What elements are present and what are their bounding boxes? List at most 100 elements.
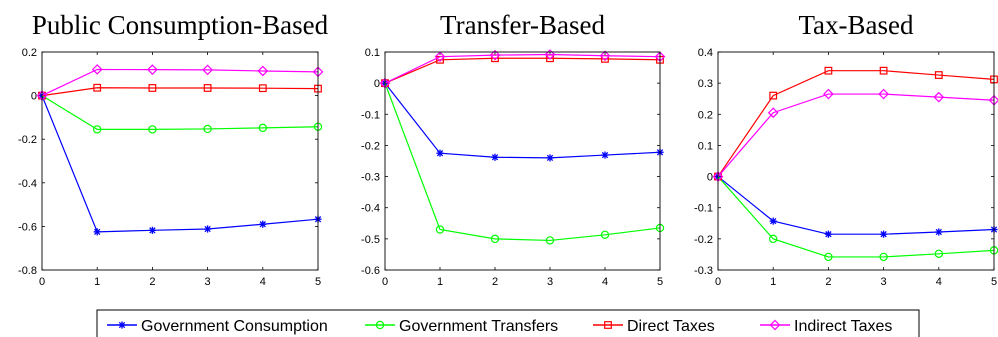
data-point-government-transfers xyxy=(879,252,888,262)
data-point-direct-taxes xyxy=(769,91,778,100)
x-tick-label: 2 xyxy=(149,276,155,288)
y-tick-label: -0.3 xyxy=(361,172,380,184)
data-point-direct-taxes xyxy=(203,84,212,92)
legend-marker-asterisk xyxy=(118,321,126,329)
data-point-direct-taxes xyxy=(824,66,833,75)
data-point-government-transfers xyxy=(148,125,157,134)
legend-label: Government Consumption xyxy=(141,318,328,335)
chart-title: Tax-Based xyxy=(798,10,914,40)
y-tick-label: 0 xyxy=(374,78,380,90)
series-line-direct-taxes xyxy=(384,57,661,84)
legend-label: Government Transfers xyxy=(399,318,558,335)
series-line-government-consumption xyxy=(384,82,661,159)
axes-frame xyxy=(384,51,661,271)
x-tick-label: 1 xyxy=(770,276,776,288)
series-line-direct-taxes xyxy=(717,70,995,177)
data-point-indirect-taxes xyxy=(767,107,779,119)
plot-area xyxy=(42,52,318,270)
data-point-government-transfers xyxy=(824,252,833,262)
data-point-government-consumption xyxy=(148,226,156,234)
data-point-government-transfers xyxy=(258,123,267,133)
y-tick-label: 0.3 xyxy=(698,78,713,90)
y-tick-label: -0.2 xyxy=(18,134,37,146)
data-point-government-consumption xyxy=(824,230,832,238)
y-tick-label: 0.4 xyxy=(698,47,713,59)
chart-panel-2: Transfer-Based 0 1 2 3 4 5 -0.6 -0.5 -0.4 -0.3 -0.2… xyxy=(361,10,666,288)
data-point-indirect-taxes xyxy=(434,51,446,63)
data-point-government-consumption xyxy=(546,154,554,162)
y-tick-label: -0.6 xyxy=(18,221,37,233)
data-point-direct-taxes xyxy=(93,83,102,92)
data-point-indirect-taxes xyxy=(933,91,945,103)
data-point-government-consumption xyxy=(204,225,212,233)
chart-panel-3: Tax-Based 0 1 2 3 4 5 -0.3 -0.2 -0.1 0 0.1 0.2 0.3 0.4 xyxy=(694,10,998,288)
y-tick-label: 0.1 xyxy=(365,47,380,59)
data-point-indirect-taxes xyxy=(823,88,834,100)
series-line-indirect-taxes xyxy=(717,93,995,177)
legend-item-direct-taxes: Direct Taxes xyxy=(593,318,715,335)
x-tick-label: 4 xyxy=(936,276,942,288)
series-line-government-consumption xyxy=(41,95,319,233)
legend: Government Consumption Government Transfe… xyxy=(96,309,920,337)
chart-panels: Public Consumption-Based 0 1 2 3 4 5 -0.8 -0.6 -0… xyxy=(18,10,998,288)
y-tick-label: -0.2 xyxy=(694,234,713,246)
data-point-government-transfers xyxy=(769,234,778,244)
data-point-government-consumption xyxy=(935,228,943,236)
data-point-government-consumption xyxy=(880,230,888,238)
series-line-government-transfers xyxy=(41,95,319,130)
data-point-indirect-taxes xyxy=(147,64,158,76)
series-line-direct-taxes xyxy=(41,87,319,97)
legend-label: Indirect Taxes xyxy=(794,318,892,335)
data-point-government-transfers xyxy=(203,124,212,134)
axes-frame xyxy=(717,51,995,271)
data-point-government-consumption xyxy=(769,217,777,225)
series-line-indirect-taxes xyxy=(41,68,319,97)
series-line-government-transfers xyxy=(717,176,995,258)
y-tick-label: -0.2 xyxy=(361,140,380,152)
data-point-government-transfers xyxy=(600,230,610,240)
x-tick-label: 0 xyxy=(39,276,45,288)
data-point-indirect-taxes xyxy=(91,64,103,75)
y-tick-label: -0.1 xyxy=(694,203,713,215)
legend-item-government-consumption: Government Consumption xyxy=(107,318,328,335)
data-point-direct-taxes xyxy=(879,66,888,75)
x-tick-label: 2 xyxy=(492,276,498,288)
x-tick-label: 3 xyxy=(881,276,887,288)
data-point-government-consumption xyxy=(491,153,499,161)
y-tick-label: -0.3 xyxy=(694,265,713,277)
data-point-government-transfers xyxy=(934,249,944,259)
data-point-government-transfers xyxy=(545,236,555,245)
legend-item-indirect-taxes: Indirect Taxes xyxy=(760,318,892,335)
legend-label: Direct Taxes xyxy=(627,318,715,335)
data-point-government-transfers xyxy=(92,125,102,134)
x-tick-label: 3 xyxy=(205,276,211,288)
y-tick-label: 0.2 xyxy=(698,109,713,121)
x-tick-label: 0 xyxy=(382,276,388,288)
x-tick-label: 1 xyxy=(437,276,443,288)
y-tick-label: 0.2 xyxy=(22,47,37,59)
legend-item-government-transfers: Government Transfers xyxy=(365,318,558,335)
x-tick-label: 1 xyxy=(94,276,100,288)
data-point-direct-taxes xyxy=(258,84,267,93)
data-point-indirect-taxes xyxy=(257,65,269,77)
y-tick-label: -0.8 xyxy=(18,265,37,277)
data-point-indirect-taxes xyxy=(202,64,213,76)
chart-panel-1: Public Consumption-Based 0 1 2 3 4 5 -0.8 -0.6 -0… xyxy=(18,10,329,288)
chart-title: Public Consumption-Based xyxy=(32,10,329,40)
x-tick-label: 4 xyxy=(602,276,608,288)
y-tick-label: -0.6 xyxy=(361,265,380,277)
data-point-government-consumption xyxy=(601,151,609,159)
y-tick-label: -0.1 xyxy=(361,109,380,121)
chart-title: Transfer-Based xyxy=(440,10,605,40)
x-tick-label: 2 xyxy=(825,276,831,288)
y-tick-label: 0 xyxy=(31,91,37,103)
series-direct-taxes xyxy=(714,66,998,181)
data-point-indirect-taxes xyxy=(489,49,501,61)
data-point-indirect-taxes xyxy=(544,49,556,60)
x-tick-label: 4 xyxy=(260,276,266,288)
data-point-government-transfers xyxy=(490,234,500,244)
legend-marker-diamond xyxy=(769,319,781,331)
plot-area xyxy=(385,52,660,270)
y-tick-label: -0.4 xyxy=(361,203,380,215)
